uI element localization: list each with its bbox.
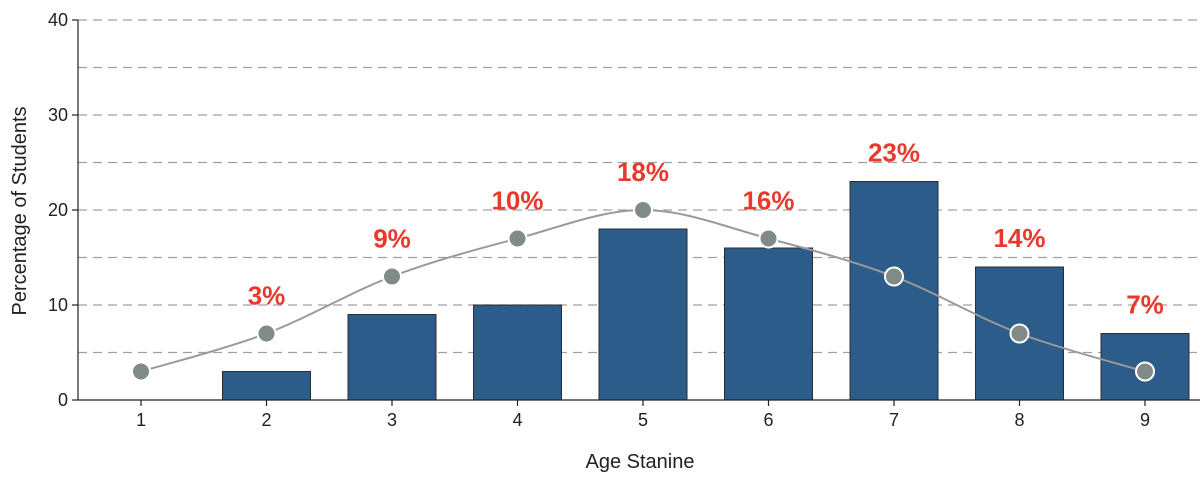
curve-point-9 [1135, 361, 1155, 382]
y-tick-label: 30 [48, 105, 68, 125]
data-label-4: 10% [491, 186, 543, 216]
data-label-9: 7% [1126, 290, 1164, 320]
bar-3 [347, 314, 437, 401]
x-tick-label: 5 [638, 410, 648, 430]
curve-point-2 [256, 323, 277, 344]
x-axis-title: Age Stanine [586, 451, 695, 473]
curve-point-3 [382, 266, 402, 287]
curve-point-1 [131, 361, 151, 382]
y-tick-label: 40 [48, 10, 68, 30]
curve-point-5 [633, 200, 653, 220]
bar-6 [724, 247, 813, 401]
bar-5 [598, 228, 688, 401]
x-tick-label: 2 [261, 410, 271, 430]
data-label-8: 14% [993, 223, 1045, 253]
y-tick-label: 0 [58, 390, 68, 410]
y-tick-label: 10 [48, 295, 68, 315]
x-tick-label: 7 [889, 410, 899, 430]
data-label-7: 23% [868, 138, 920, 168]
y-axis-title: Percentage of Students [9, 106, 31, 315]
axes: 0 10 20 30 40 1 2 3 4 5 6 7 8 9 [48, 10, 1200, 430]
bar-2 [222, 371, 311, 401]
x-tick-label: 9 [1140, 410, 1150, 430]
curve-point-7 [884, 266, 904, 287]
bar-4 [473, 304, 562, 401]
curve-point-8 [1009, 323, 1030, 344]
normal-curve [131, 200, 1155, 382]
curve-point-6 [758, 228, 779, 249]
x-tick-label: 8 [1014, 410, 1024, 430]
data-labels: 3% 9% 10% 18% 16% 23% 14% 7% [248, 138, 1164, 320]
data-label-6: 16% [742, 186, 794, 216]
x-tick-label: 3 [387, 410, 397, 430]
curve-point-4 [507, 228, 528, 249]
bars [222, 181, 1190, 401]
x-tick-label: 4 [512, 410, 522, 430]
y-tick-label: 20 [48, 200, 68, 220]
x-tick-label: 1 [136, 410, 146, 430]
data-label-3: 9% [373, 224, 411, 254]
x-tick-label: 6 [763, 410, 773, 430]
data-label-5: 18% [617, 157, 669, 187]
data-label-2: 3% [248, 281, 286, 311]
bar-7 [849, 181, 939, 401]
